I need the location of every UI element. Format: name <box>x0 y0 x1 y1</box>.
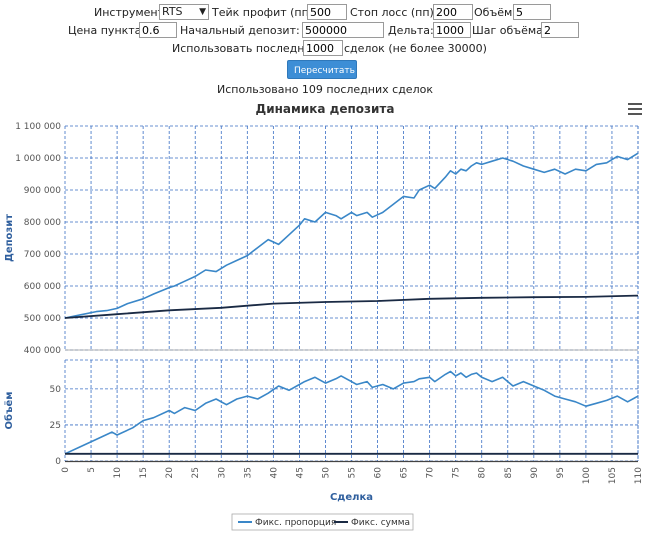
x-tick-label: 45 <box>295 467 305 478</box>
deposit-y-tick-label: 600 000 <box>24 282 61 292</box>
deposit-y-tick-label: 700 000 <box>24 250 61 260</box>
deposit-y-tick-label: 1 000 000 <box>15 154 61 164</box>
take-profit-input[interactable] <box>307 4 347 20</box>
volume-y-tick-label: 0 <box>55 457 61 467</box>
used-trades-text: Использовано 109 последних сделок <box>217 83 433 96</box>
volume-series-line-fixed-proportion <box>64 370 639 455</box>
instrument-label: Инструмент: <box>94 6 168 19</box>
deposit-y-tick-label: 900 000 <box>24 186 61 196</box>
deposit-y-tick-label: 500 000 <box>24 314 61 324</box>
instrument-selected-value: RTS <box>162 5 183 18</box>
delta-input[interactable] <box>433 22 471 38</box>
form-row-1: Инструмент: RTS ▼ Тейк профит (пп): Стоп… <box>0 4 650 22</box>
x-tick-label: 10 <box>113 467 123 479</box>
chart-legend: Фикс. пропорция Фикс. сумма <box>231 513 414 531</box>
volume-input[interactable] <box>513 4 551 20</box>
x-tick-label: 55 <box>348 467 358 478</box>
x-tick-label: 15 <box>139 467 149 478</box>
volume-y-tick-label: 50 <box>50 385 62 395</box>
legend-item-label[interactable]: Фикс. пропорция <box>255 518 336 528</box>
form-row-3: Использовать последние сделок (не более … <box>0 40 650 58</box>
x-tick-label: 100 <box>582 467 592 484</box>
x-tick-label: 85 <box>504 467 514 478</box>
x-tick-label: 65 <box>400 467 410 478</box>
x-tick-label: 105 <box>608 467 618 484</box>
chart-menu-icon[interactable] <box>628 103 642 115</box>
x-tick-label: 40 <box>269 467 279 479</box>
x-tick-label: 25 <box>191 467 201 478</box>
x-tick-label: 60 <box>374 467 384 479</box>
point-price-input[interactable] <box>139 22 177 38</box>
legend-item-label[interactable]: Фикс. сумма <box>351 518 410 528</box>
x-tick-label: 35 <box>243 467 253 478</box>
volume-y-tick-label: 25 <box>50 421 61 431</box>
deposit-y-tick-label: 1 100 000 <box>15 122 61 132</box>
volume-label: Объём: <box>474 6 516 19</box>
deposit-y-tick-label: 800 000 <box>24 218 61 228</box>
x-tick-label: 5 <box>87 467 97 473</box>
stop-loss-input[interactable] <box>433 4 473 20</box>
x-tick-label: 20 <box>165 467 175 479</box>
grid-lines <box>64 125 639 462</box>
x-tick-label: 50 <box>321 467 331 479</box>
x-tick-label: 0 <box>61 467 71 473</box>
use-last-label: Использовать последние <box>172 42 319 55</box>
x-tick-label: 95 <box>556 467 566 478</box>
deposit-series-line-fixed-proportion <box>64 152 639 319</box>
initial-deposit-input[interactable] <box>302 22 384 38</box>
recalculate-button[interactable]: Пересчитать <box>287 60 357 79</box>
x-tick-label: 75 <box>452 467 462 478</box>
take-profit-label: Тейк профит (пп): <box>212 6 317 19</box>
stop-loss-label: Стоп лосс (пп): <box>350 6 438 19</box>
volume-y-axis-title: Объём <box>3 392 15 430</box>
volume-step-label: Шаг объёма: <box>472 24 547 37</box>
delta-label: Дельта: <box>388 24 434 37</box>
deposit-y-tick-label: 400 000 <box>24 346 61 356</box>
chevron-down-icon: ▼ <box>199 7 206 17</box>
x-tick-label: 90 <box>530 467 540 479</box>
deposit-series-line-fixed-sum <box>64 294 639 319</box>
chart-title: Динамика депозита <box>256 102 395 116</box>
x-tick-label: 30 <box>217 467 227 479</box>
form-row-2: Цена пункта: Начальный депозит: Дельта: … <box>0 22 650 40</box>
x-tick-label: 110 <box>634 467 644 484</box>
x-tick-label: 80 <box>478 467 488 479</box>
x-tick-label: 70 <box>426 467 436 479</box>
use-last-input[interactable] <box>303 40 343 56</box>
x-axis-title: Сделка <box>330 492 373 503</box>
legend-box <box>231 513 414 531</box>
deposit-chart: Динамика депозита 400 000 500 000 600 000 70… <box>3 102 644 531</box>
use-last-suffix: сделок (не более 30000) <box>344 42 487 55</box>
deposit-y-axis-title: Депозит <box>4 214 15 262</box>
point-price-label: Цена пункта: <box>68 24 146 37</box>
volume-step-input[interactable] <box>541 22 579 38</box>
initial-deposit-label: Начальный депозит: <box>180 24 300 37</box>
instrument-select[interactable]: RTS ▼ <box>159 4 209 20</box>
